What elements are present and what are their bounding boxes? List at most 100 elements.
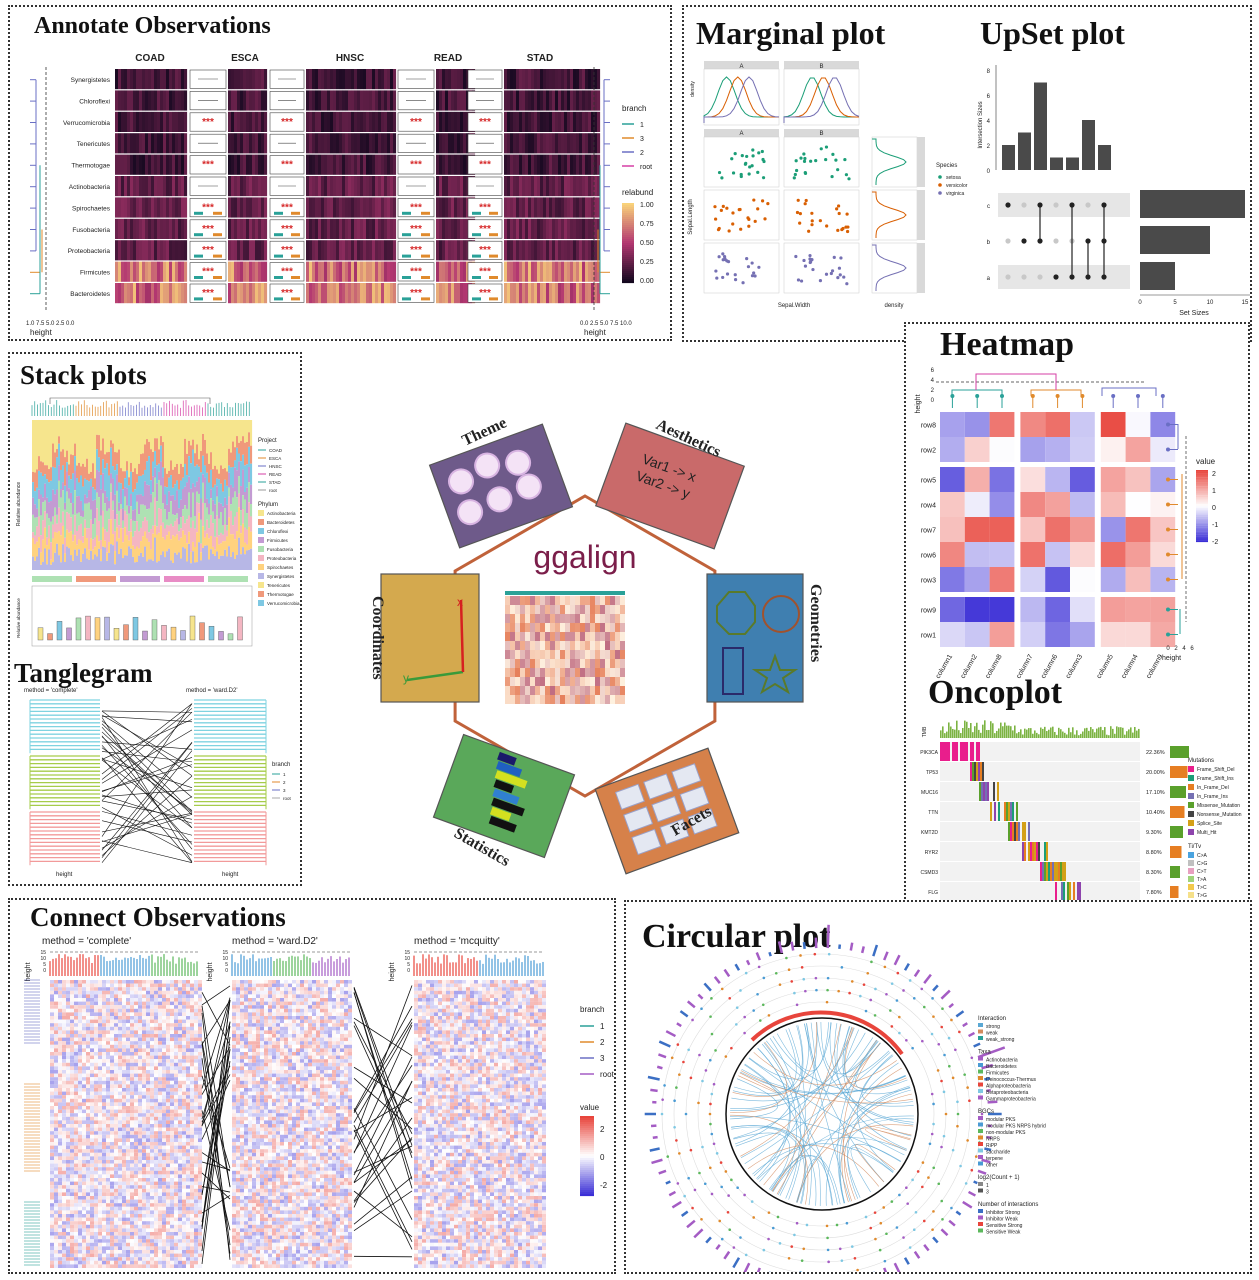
upset-x-label: Set Sizes bbox=[1179, 310, 1209, 317]
center-mini-heat bbox=[525, 668, 530, 677]
center-mini-heat bbox=[605, 605, 610, 614]
connect-heat-cell bbox=[74, 1016, 78, 1020]
stack-area-strip bbox=[170, 501, 173, 524]
center-mini-heat bbox=[530, 668, 535, 677]
center-mini-heat bbox=[600, 605, 605, 614]
connect-heat-cell bbox=[118, 980, 122, 984]
heat-cell bbox=[181, 69, 185, 90]
heat-cell bbox=[240, 240, 244, 261]
stack-boxplot bbox=[104, 616, 110, 641]
scatter-point bbox=[845, 282, 849, 286]
center-mini-heat bbox=[570, 695, 575, 704]
heat-cell bbox=[345, 283, 349, 304]
stack-area-strip bbox=[62, 482, 65, 491]
center-mini-heat bbox=[515, 596, 520, 605]
heat-cell bbox=[546, 154, 550, 175]
stack-area-strip bbox=[102, 459, 105, 474]
stack-area-strip bbox=[140, 541, 143, 553]
stack-area-strip bbox=[92, 539, 95, 550]
heat-cell bbox=[588, 133, 592, 154]
heat-cell bbox=[181, 283, 185, 304]
center-mini-heat bbox=[530, 632, 535, 641]
heat-cell bbox=[448, 218, 452, 239]
scatter-point bbox=[738, 207, 742, 212]
connect-heat-cell bbox=[170, 990, 174, 995]
tangle-connection bbox=[101, 789, 193, 798]
heatmap-cell bbox=[964, 542, 990, 567]
stack-area-strip bbox=[138, 531, 141, 549]
heat-cell bbox=[148, 111, 152, 132]
stack-area-strip bbox=[150, 480, 153, 495]
heat-cell bbox=[390, 90, 394, 111]
heat-cell bbox=[166, 283, 170, 304]
heatmap-row-label: row8 bbox=[921, 423, 936, 430]
upset-matrix-band bbox=[998, 193, 1130, 217]
heat-cell bbox=[564, 283, 568, 304]
stack-area-strip bbox=[68, 420, 71, 465]
stack-area-strip bbox=[112, 443, 115, 467]
heatmap-cell bbox=[1070, 567, 1095, 592]
stack-area-strip bbox=[128, 505, 131, 514]
stack-area-strip bbox=[90, 550, 93, 570]
heat-cell bbox=[454, 111, 458, 132]
heatmap-legend-grad bbox=[1196, 533, 1208, 535]
heat-cell bbox=[519, 154, 523, 175]
heatmap-legend-grad bbox=[1196, 486, 1208, 489]
connect-heat-cell bbox=[182, 994, 186, 998]
connect-heat-cell bbox=[58, 983, 62, 988]
heatmap-cell bbox=[1070, 492, 1095, 517]
onco-tmb-bar bbox=[946, 731, 948, 738]
center-mini-heat bbox=[525, 623, 530, 632]
heat-cell bbox=[522, 240, 526, 261]
upset-matrix-band bbox=[998, 265, 1130, 289]
onco-gene-label: PIK3CA bbox=[920, 750, 938, 756]
connect-heat-cell bbox=[194, 980, 198, 984]
stack-area-strip bbox=[180, 463, 183, 481]
stack-area-strip bbox=[136, 482, 139, 495]
connect-heat-cell bbox=[162, 1016, 166, 1020]
onco-side-bar bbox=[1170, 826, 1183, 838]
stack-area-strip bbox=[190, 463, 193, 489]
heat-cell bbox=[240, 90, 244, 111]
heat-cell bbox=[363, 283, 367, 304]
connect-heat-cell bbox=[58, 987, 62, 991]
heat-cell bbox=[342, 154, 346, 175]
stack-boxplot bbox=[161, 625, 167, 641]
connect-heat-cell bbox=[94, 994, 98, 998]
boxplot-cell bbox=[467, 155, 503, 175]
connect-heat-cell bbox=[134, 983, 138, 988]
heat-cell bbox=[510, 90, 514, 111]
stack-area-strip bbox=[126, 420, 129, 462]
heat-cell bbox=[451, 111, 455, 132]
stack-area-strip bbox=[90, 509, 93, 520]
onco-side-bar bbox=[1170, 746, 1189, 758]
center-mini-heat bbox=[585, 641, 590, 650]
scatter-point bbox=[747, 224, 751, 228]
stack-area-strip bbox=[32, 514, 35, 533]
stack-area-strip bbox=[88, 528, 91, 550]
heat-cell bbox=[309, 90, 313, 111]
stack-area-strip bbox=[168, 477, 171, 492]
connect-heat-cell bbox=[150, 1030, 154, 1034]
heat-cell bbox=[333, 218, 337, 239]
stack-area-strip bbox=[214, 420, 217, 466]
stack-area-strip bbox=[40, 564, 43, 570]
stack-area-strip bbox=[170, 495, 173, 502]
stack-area-strip bbox=[204, 545, 207, 570]
stack-area-strip bbox=[184, 548, 187, 570]
stack-area-strip bbox=[198, 493, 201, 504]
stack-area-strip bbox=[38, 536, 41, 548]
marginal-legend-dot bbox=[938, 175, 942, 179]
heat-cell bbox=[342, 240, 346, 261]
heat-cell bbox=[369, 218, 373, 239]
heat-cell bbox=[378, 154, 382, 175]
heat-cell bbox=[466, 197, 470, 218]
heat-cell bbox=[534, 283, 538, 304]
heat-cell bbox=[534, 111, 538, 132]
heat-cell bbox=[228, 69, 232, 90]
heat-cell bbox=[546, 176, 550, 197]
tangle-connection bbox=[101, 719, 193, 760]
heat-cell bbox=[148, 176, 152, 197]
stack-area-strip bbox=[144, 517, 147, 532]
heat-cell bbox=[552, 154, 556, 175]
